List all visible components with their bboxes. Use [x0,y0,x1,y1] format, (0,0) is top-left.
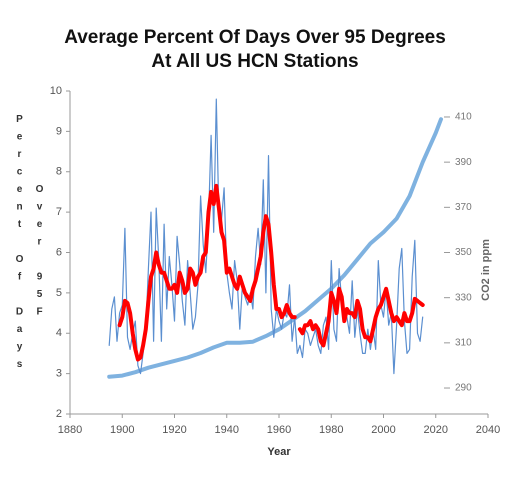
y2-tick-label: 330 [455,292,472,303]
y-tick-label: 4 [56,327,62,339]
y2-tick-label: 390 [455,157,472,168]
y-tick-label: 10 [50,85,62,97]
x-tick-label: 2000 [371,424,395,436]
y2-tick-label: 350 [455,247,472,258]
y-tick-label: 7 [56,206,62,218]
data-line [108,98,424,375]
x-tick-label: 1980 [319,424,343,436]
y-tick-label: 5 [56,287,62,299]
data-line [117,183,425,362]
x-tick-label: 2040 [476,424,500,436]
data-line [107,117,443,379]
x-axis-label: Year [267,446,291,458]
y-tick-label: 6 [56,246,62,258]
x-tick-label: 1900 [110,424,134,436]
chart-title: Average Percent Of Days Over 95 Degrees [64,27,446,48]
y-tick-label: 3 [56,368,62,380]
y-tick-label: 8 [56,166,62,178]
y-tick-label: 2 [56,408,62,420]
y-axis-label: Over 95F [34,184,45,324]
x-tick-label: 1960 [267,424,291,436]
x-tick-label: 2020 [424,424,448,436]
chart-title: At All US HCN Stations [151,51,358,72]
x-tick-label: 1920 [162,424,186,436]
x-tick-label: 1940 [215,424,239,436]
x-tick-label: 1880 [58,424,82,436]
y2-tick-label: 370 [455,202,472,213]
y2-axis-label: CO2 in ppm [480,239,492,301]
y-tick-label: 9 [56,125,62,137]
y2-tick-label: 290 [455,383,472,394]
y2-tick-label: 410 [455,112,472,123]
y2-tick-label: 310 [455,337,472,348]
y-axis-label: Percent Of Days [14,114,25,377]
